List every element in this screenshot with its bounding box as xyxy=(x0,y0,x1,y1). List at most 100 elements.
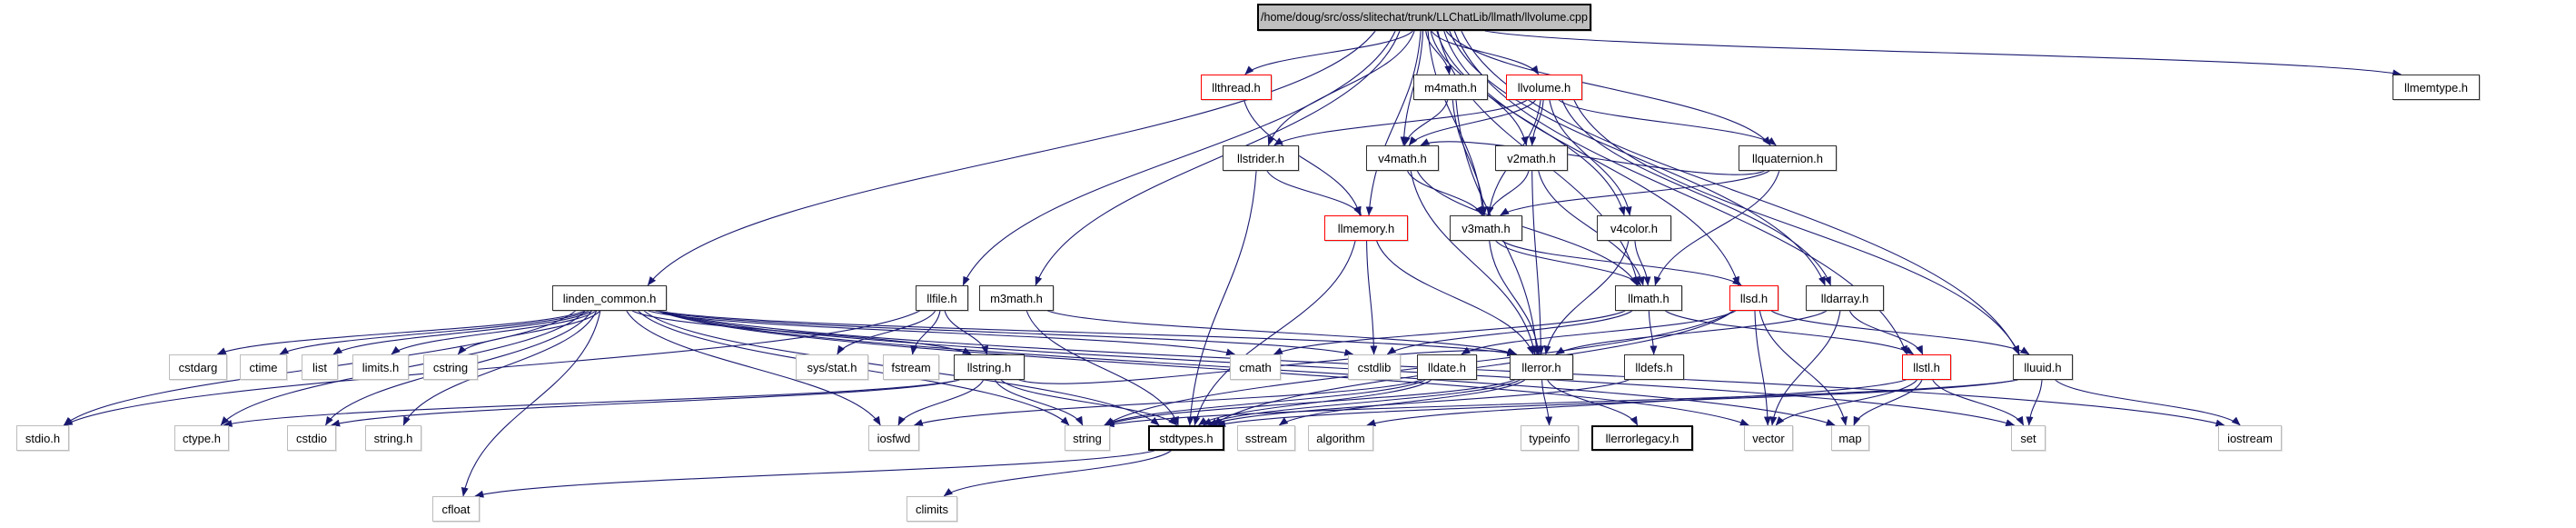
edge-main-to-llstrider xyxy=(1267,30,1415,146)
node-algorithm[interactable]: algorithm xyxy=(1308,425,1373,451)
node-fstream[interactable]: fstream xyxy=(883,354,939,380)
node-iosfwd[interactable]: iosfwd xyxy=(868,425,919,451)
edge-lluuid-to-set xyxy=(2026,379,2043,426)
node-cstdarg[interactable]: cstdarg xyxy=(169,354,227,380)
node-llmemtype[interactable]: llmemtype.h xyxy=(2393,75,2480,100)
edge-llstrider-to-stdtypes xyxy=(1186,170,1257,426)
edge-llstl-to-algorithm xyxy=(1366,379,1907,426)
edge-llmath-to-cmath xyxy=(1273,310,1626,355)
node-list[interactable]: list xyxy=(302,354,338,380)
node-v4math[interactable]: v4math.h xyxy=(1366,145,1439,171)
node-climits[interactable]: climits xyxy=(907,496,957,522)
edge-llquaternion-to-v3math xyxy=(1500,170,1770,216)
edge-llfile-to-sys_stat xyxy=(837,310,936,355)
node-llthread[interactable]: llthread.h xyxy=(1201,75,1272,100)
edge-llerror-to-stdtypes xyxy=(1202,379,1521,426)
node-llsd[interactable]: llsd.h xyxy=(1729,285,1778,311)
edge-main-to-m3math xyxy=(1035,30,1401,286)
edge-llvolume_h-to-v2math xyxy=(1529,99,1544,146)
node-map[interactable]: map xyxy=(1831,425,1869,451)
edge-llstl-to-map xyxy=(1853,379,1923,426)
node-cstdlib[interactable]: cstdlib xyxy=(1348,354,1401,380)
node-cfloat[interactable]: cfloat xyxy=(432,496,480,522)
edge-llmath-to-lldefs xyxy=(1648,310,1658,355)
edge-llfile-to-fstream xyxy=(910,310,941,355)
node-stdtypes[interactable]: stdtypes.h xyxy=(1148,425,1224,451)
edge-llerror-to-sstream xyxy=(1278,379,1526,426)
node-llmemory[interactable]: llmemory.h xyxy=(1324,215,1408,241)
edge-stdtypes-to-cfloat xyxy=(474,450,1154,498)
edge-main-to-v3math xyxy=(1427,30,1487,216)
node-v3math[interactable]: v3math.h xyxy=(1450,215,1522,241)
node-sstream[interactable]: sstream xyxy=(1237,425,1295,451)
node-llmath[interactable]: llmath.h xyxy=(1615,285,1682,311)
node-iostream[interactable]: iostream xyxy=(2218,425,2282,451)
edge-m3math-to-stdtypes xyxy=(1025,310,1179,426)
node-string[interactable]: string xyxy=(1065,425,1110,451)
edge-llstl-to-set xyxy=(1932,379,2025,426)
node-m3math[interactable]: m3math.h xyxy=(979,285,1054,311)
node-llfile[interactable]: llfile.h xyxy=(916,285,968,311)
edge-linden_common-to-cfloat xyxy=(461,310,601,497)
node-vector[interactable]: vector xyxy=(1744,425,1793,451)
node-llstl[interactable]: llstl.h xyxy=(1902,354,1951,380)
edge-llstring-to-iosfwd xyxy=(897,379,985,426)
edge-v4math-to-llerror xyxy=(1410,170,1538,355)
edge-llsd-to-lluuid xyxy=(1770,310,2030,355)
edge-linden_common-to-iosfwd xyxy=(626,310,881,426)
edge-lldarray-to-vector xyxy=(1769,310,1841,426)
node-llstring[interactable]: llstring.h xyxy=(954,354,1025,380)
edge-llmemory-to-llerror xyxy=(1376,240,1534,355)
node-sys-stat[interactable]: sys/stat.h xyxy=(796,354,868,380)
node-llerrorlegacy[interactable]: llerrorlegacy.h xyxy=(1591,425,1693,451)
node-llstrider[interactable]: llstrider.h xyxy=(1223,145,1299,171)
node-v4color[interactable]: v4color.h xyxy=(1597,215,1671,241)
node-lluuid[interactable]: lluuid.h xyxy=(2013,354,2073,380)
node-set[interactable]: set xyxy=(2011,425,2046,451)
edge-llthread-to-llmemory xyxy=(1243,99,1362,216)
node-llerror[interactable]: llerror.h xyxy=(1510,354,1573,380)
edge-llerror-to-string xyxy=(1105,379,1515,426)
node-lldefs[interactable]: lldefs.h xyxy=(1624,354,1684,380)
edge-llsd-to-vector xyxy=(1754,310,1771,426)
edge-lldarray-to-llstl xyxy=(1848,310,1924,355)
node-llvolume-h[interactable]: llvolume.h xyxy=(1506,75,1582,100)
edge-v3math-to-llerror xyxy=(1489,240,1542,355)
edge-v2math-to-llmath xyxy=(1538,170,1645,286)
node-lldarray[interactable]: lldarray.h xyxy=(1806,285,1884,311)
node-limits[interactable]: limits.h xyxy=(352,354,409,380)
edge-linden_common-to-cstdarg xyxy=(216,310,586,355)
node-typeinfo[interactable]: typeinfo xyxy=(1521,425,1579,451)
node-main[interactable]: /home/doug/src/oss/slitechat/trunk/LLCha… xyxy=(1257,4,1591,31)
node-cstdio[interactable]: cstdio xyxy=(287,425,336,451)
edge-llvolume_h-to-lluuid xyxy=(1573,99,2020,355)
node-v2math[interactable]: v2math.h xyxy=(1495,145,1568,171)
node-m4math[interactable]: m4math.h xyxy=(1413,75,1488,100)
edge-stdtypes-to-climits xyxy=(943,450,1172,497)
node-cmath[interactable]: cmath xyxy=(1230,354,1281,380)
edge-llvolume_h-to-llquaternion xyxy=(1558,99,1777,146)
node-stdio[interactable]: stdio.h xyxy=(16,425,69,451)
node-string-h[interactable]: string.h xyxy=(365,425,421,451)
edge-llerror-to-llerrorlegacy xyxy=(1547,379,1639,426)
edge-main-to-v4color xyxy=(1436,30,1626,216)
node-ctime[interactable]: ctime xyxy=(240,354,287,380)
edge-linden_common-to-string_h xyxy=(402,310,598,426)
edge-v4math-to-v3math xyxy=(1407,170,1483,216)
edge-lluuid-to-string xyxy=(1105,379,2018,428)
node-llquaternion[interactable]: llquaternion.h xyxy=(1739,145,1837,171)
edge-llvolume_h-to-lldarray xyxy=(1561,99,1831,286)
edge-llfile-to-stdio xyxy=(63,310,920,426)
edge-m3math-to-llerror xyxy=(1047,310,1518,355)
node-cstring[interactable]: cstring xyxy=(423,354,478,380)
edge-linden_common-to-vector xyxy=(657,310,1749,426)
edge-v3math-to-llsd xyxy=(1501,240,1742,286)
edge-llstl-to-vector xyxy=(1775,379,1917,426)
node-ctype[interactable]: ctype.h xyxy=(174,425,229,451)
node-linden-common[interactable]: linden_common.h xyxy=(552,285,667,311)
node-lldate[interactable]: lldate.h xyxy=(1417,354,1477,380)
edge-lldate-to-iosfwd xyxy=(913,379,1422,426)
edge-lluuid-to-stdtypes xyxy=(1216,379,2018,427)
edge-llmath-to-cstdlib xyxy=(1386,310,1633,355)
